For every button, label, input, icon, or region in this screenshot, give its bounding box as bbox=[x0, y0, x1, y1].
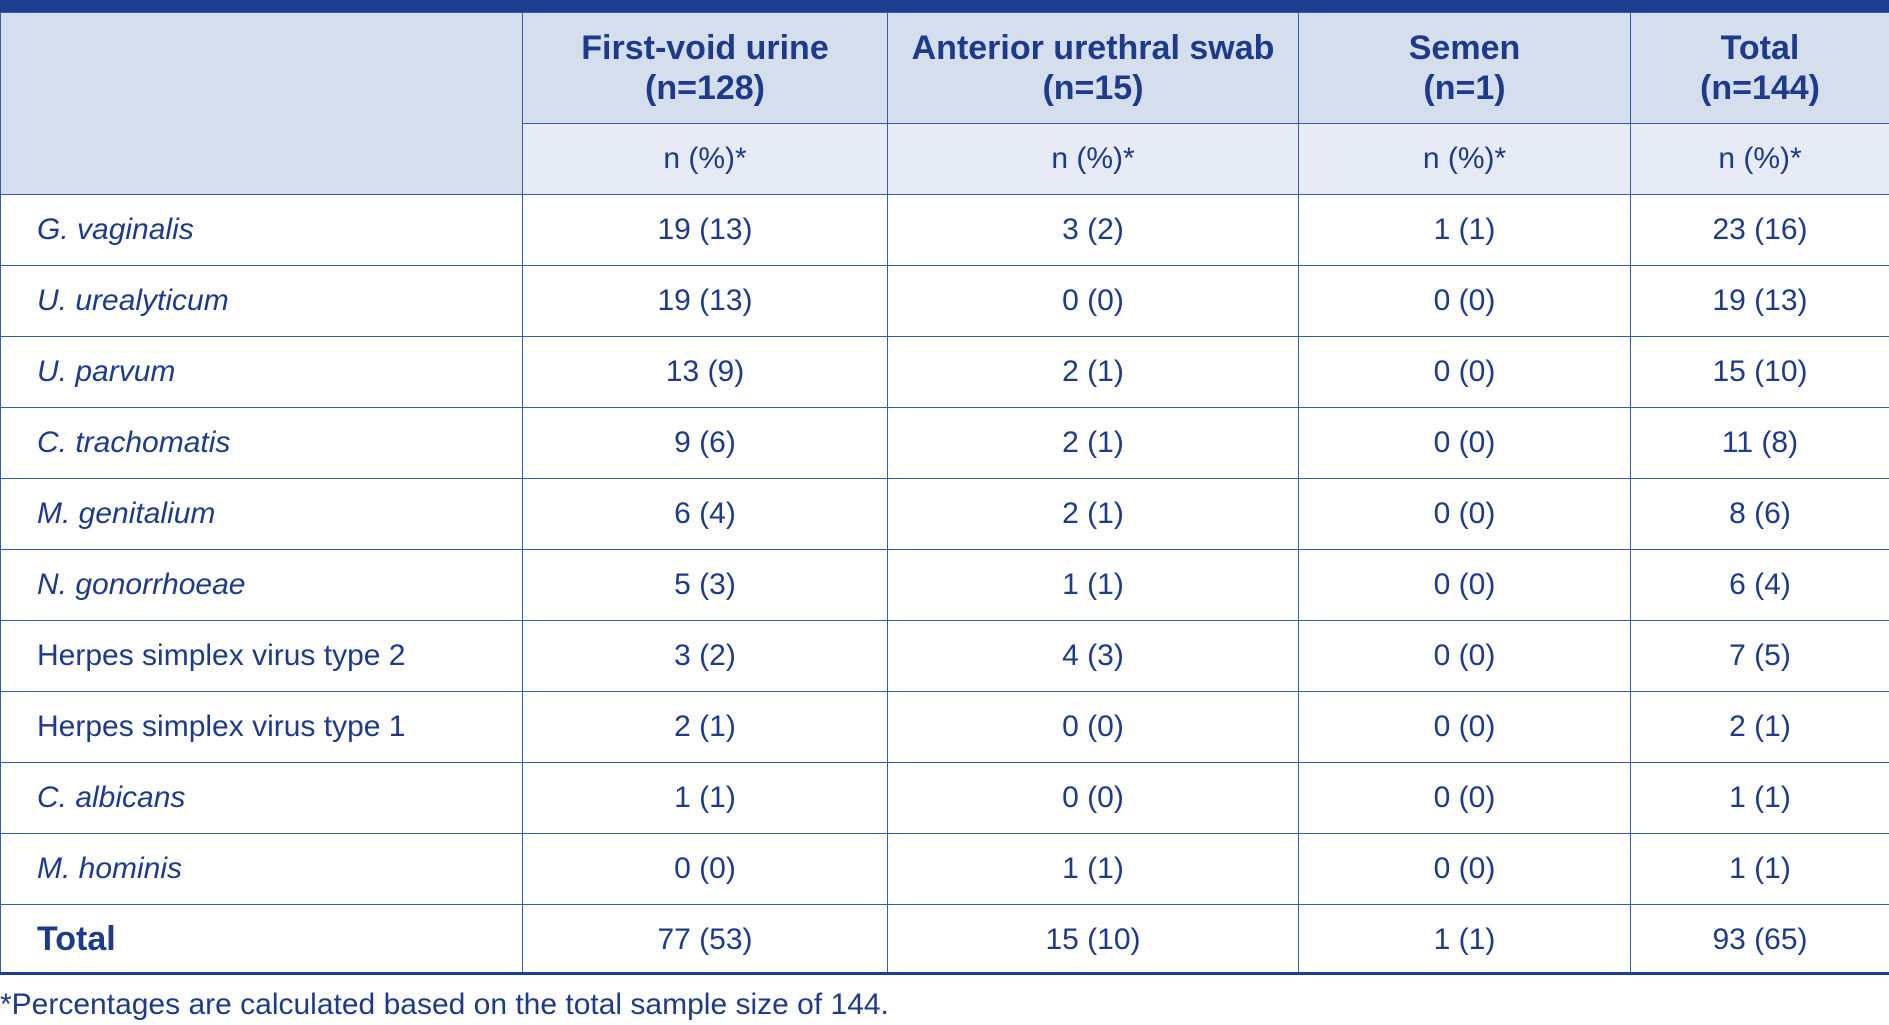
cell-value: 0 (0) bbox=[1298, 549, 1631, 621]
row-label: C. trachomatis bbox=[0, 407, 523, 479]
cell-value: 1 (1) bbox=[1630, 833, 1889, 905]
cell-value: 1 (1) bbox=[1630, 762, 1889, 834]
cell-value: 2 (1) bbox=[1630, 691, 1889, 763]
cell-value: 2 (1) bbox=[887, 407, 1299, 479]
total-value: 93 (65) bbox=[1630, 904, 1889, 975]
cell-value: 0 (0) bbox=[1298, 478, 1631, 550]
cell-value: 6 (4) bbox=[522, 478, 888, 550]
total-row: Total 77 (53) 15 (10) 1 (1) 93 (65) bbox=[0, 904, 1889, 975]
total-value: 1 (1) bbox=[1298, 904, 1631, 975]
cell-value: 0 (0) bbox=[1298, 407, 1631, 479]
header-row: First-void urine (n=128) Anterior urethr… bbox=[0, 12, 1889, 195]
table-row: N. gonorrhoeae 5 (3) 1 (1) 0 (0) 6 (4) bbox=[0, 549, 1889, 621]
cell-value: 2 (1) bbox=[522, 691, 888, 763]
table-row: Herpes simplex virus type 1 2 (1) 0 (0) … bbox=[0, 691, 1889, 763]
column-n: (n=15) bbox=[1042, 69, 1144, 107]
cell-value: 0 (0) bbox=[1298, 336, 1631, 408]
column-title: First-void urine bbox=[581, 29, 829, 67]
cell-value: 0 (0) bbox=[1298, 762, 1631, 834]
column-n: (n=1) bbox=[1423, 69, 1506, 107]
total-value: 77 (53) bbox=[522, 904, 888, 975]
table-row: Herpes simplex virus type 2 3 (2) 4 (3) … bbox=[0, 620, 1889, 692]
column-header-anterior-urethral-swab: Anterior urethral swab (n=15) bbox=[887, 12, 1299, 124]
column-title: Total bbox=[1720, 29, 1800, 67]
footnote: *Percentages are calculated based on the… bbox=[0, 988, 889, 1021]
cell-value: 5 (3) bbox=[522, 549, 888, 621]
cell-value: 0 (0) bbox=[1298, 620, 1631, 692]
row-label: M. genitalium bbox=[0, 478, 523, 550]
table-row: M. genitalium 6 (4) 2 (1) 0 (0) 8 (6) bbox=[0, 478, 1889, 550]
table-row: G. vaginalis 19 (13) 3 (2) 1 (1) 23 (16) bbox=[0, 194, 1889, 266]
cell-value: 0 (0) bbox=[1298, 691, 1631, 763]
cell-value: 4 (3) bbox=[887, 620, 1299, 692]
total-label: Total bbox=[0, 904, 523, 975]
cell-value: 23 (16) bbox=[1630, 194, 1889, 266]
cell-value: 6 (4) bbox=[1630, 549, 1889, 621]
column-n: (n=144) bbox=[1700, 69, 1820, 107]
unit-cell: n (%)* bbox=[522, 123, 888, 195]
row-label: G. vaginalis bbox=[0, 194, 523, 266]
cell-value: 1 (1) bbox=[887, 833, 1299, 905]
cell-value: 13 (9) bbox=[522, 336, 888, 408]
row-label: M. hominis bbox=[0, 833, 523, 905]
unit-cell: n (%)* bbox=[1298, 123, 1631, 195]
cell-value: 19 (13) bbox=[1630, 265, 1889, 337]
table-row: U. parvum 13 (9) 2 (1) 0 (0) 15 (10) bbox=[0, 336, 1889, 408]
column-header-total: Total (n=144) bbox=[1630, 12, 1889, 124]
unit-row: n (%)* n (%)* n (%)* n (%)* bbox=[1, 123, 1889, 195]
bottom-rule bbox=[0, 972, 1889, 975]
cell-value: 3 (2) bbox=[887, 194, 1299, 266]
cell-value: 0 (0) bbox=[1298, 833, 1631, 905]
cell-value: 2 (1) bbox=[887, 478, 1299, 550]
cell-value: 7 (5) bbox=[1630, 620, 1889, 692]
cell-value: 15 (10) bbox=[1630, 336, 1889, 408]
cell-value: 9 (6) bbox=[522, 407, 888, 479]
cell-value: 0 (0) bbox=[1298, 265, 1631, 337]
cell-value: 0 (0) bbox=[522, 833, 888, 905]
cell-value: 3 (2) bbox=[522, 620, 888, 692]
cell-value: 1 (1) bbox=[887, 549, 1299, 621]
unit-cell: n (%)* bbox=[887, 123, 1299, 195]
cell-value: 8 (6) bbox=[1630, 478, 1889, 550]
cell-value: 1 (1) bbox=[522, 762, 888, 834]
results-table: First-void urine (n=128) Anterior urethr… bbox=[0, 12, 1889, 975]
cell-value: 19 (13) bbox=[522, 194, 888, 266]
row-label: Herpes simplex virus type 2 bbox=[0, 620, 523, 692]
row-label: C. albicans bbox=[0, 762, 523, 834]
column-title: Anterior urethral swab bbox=[911, 29, 1275, 67]
total-value: 15 (10) bbox=[887, 904, 1299, 975]
table-row: C. albicans 1 (1) 0 (0) 0 (0) 1 (1) bbox=[0, 762, 1889, 834]
row-label: Herpes simplex virus type 1 bbox=[0, 691, 523, 763]
column-header-semen: Semen (n=1) bbox=[1298, 12, 1631, 124]
row-label: U. parvum bbox=[0, 336, 523, 408]
cell-value: 11 (8) bbox=[1630, 407, 1889, 479]
cell-value: 2 (1) bbox=[887, 336, 1299, 408]
corner-cell bbox=[0, 12, 523, 195]
column-header-first-void-urine: First-void urine (n=128) bbox=[522, 12, 888, 124]
row-label: U. urealyticum bbox=[0, 265, 523, 337]
row-label: N. gonorrhoeae bbox=[0, 549, 523, 621]
table-row: C. trachomatis 9 (6) 2 (1) 0 (0) 11 (8) bbox=[0, 407, 1889, 479]
cell-value: 0 (0) bbox=[887, 762, 1299, 834]
table-row: M. hominis 0 (0) 1 (1) 0 (0) 1 (1) bbox=[0, 833, 1889, 905]
cell-value: 19 (13) bbox=[522, 265, 888, 337]
table-row: U. urealyticum 19 (13) 0 (0) 0 (0) 19 (1… bbox=[0, 265, 1889, 337]
cell-value: 1 (1) bbox=[1298, 194, 1631, 266]
column-title: Semen bbox=[1408, 29, 1521, 67]
unit-cell: n (%)* bbox=[1630, 123, 1889, 195]
top-rule bbox=[0, 0, 1889, 12]
column-n: (n=128) bbox=[645, 69, 765, 107]
cell-value: 0 (0) bbox=[887, 691, 1299, 763]
cell-value: 0 (0) bbox=[887, 265, 1299, 337]
